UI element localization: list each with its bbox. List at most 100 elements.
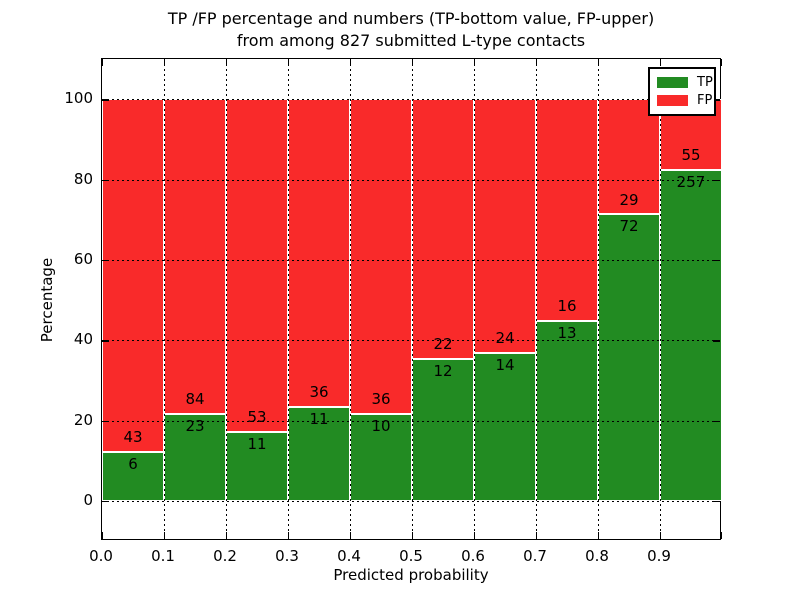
tp-count-label: 12 bbox=[433, 362, 453, 381]
bar-segment-tp bbox=[474, 352, 536, 501]
y-tick-mark-left bbox=[102, 259, 109, 262]
x-tick-mark-bottom bbox=[164, 532, 166, 539]
x-tick-mark-bottom bbox=[598, 532, 600, 539]
bar-segment-tp bbox=[660, 169, 722, 501]
x-tick-mark-top bbox=[536, 59, 538, 66]
fp-count-label: 24 bbox=[495, 328, 515, 347]
fp-count-label: 29 bbox=[619, 190, 639, 209]
bar-segment-tp bbox=[102, 451, 164, 501]
x-tick-label: 0.9 bbox=[647, 547, 671, 565]
y-tick-mark-right bbox=[713, 340, 720, 342]
x-tick-label: 0.0 bbox=[89, 547, 113, 565]
legend: TP FP bbox=[648, 67, 716, 116]
horizontal-gridline bbox=[102, 500, 720, 502]
x-tick-label: 0.1 bbox=[151, 547, 175, 565]
bar-segment-fp bbox=[350, 99, 412, 414]
bar-segment-fp bbox=[102, 99, 164, 452]
tp-count-label: 14 bbox=[495, 355, 515, 374]
fp-count-label: 55 bbox=[681, 145, 701, 164]
y-tick-label: 20 bbox=[73, 410, 93, 429]
fp-count-label: 36 bbox=[371, 389, 391, 408]
x-tick-mark-top bbox=[474, 59, 476, 66]
x-tick-mark-bottom bbox=[474, 532, 476, 539]
tp-count-label: 11 bbox=[247, 434, 267, 453]
legend-row: FP bbox=[657, 94, 712, 107]
x-tick-mark-bottom bbox=[288, 532, 290, 539]
vertical-gridline bbox=[536, 59, 537, 539]
bar-segment-tp bbox=[412, 359, 474, 501]
tp-count-label: 257 bbox=[676, 172, 706, 191]
x-tick-mark-bottom bbox=[350, 532, 352, 539]
fp-count-label: 43 bbox=[123, 427, 143, 446]
plot-area: 43 6 84 23 53 11 36 11 36 10 22 12 24 14 16 13 29 72 55 257… bbox=[101, 58, 722, 540]
vertical-gridline bbox=[660, 59, 661, 539]
bar-segment-tp bbox=[536, 320, 598, 501]
x-tick-label: 0.8 bbox=[585, 547, 609, 565]
x-tick-label: 0.2 bbox=[213, 547, 237, 565]
bar-segment-tp bbox=[598, 214, 660, 501]
tp-count-label: 11 bbox=[309, 409, 329, 428]
tp-count-label: 13 bbox=[557, 323, 577, 342]
y-tick-mark-right bbox=[713, 179, 720, 181]
vertical-gridline bbox=[164, 59, 165, 539]
x-tick-mark-top bbox=[288, 59, 290, 66]
y-tick-label: 100 bbox=[64, 89, 93, 108]
y-tick-mark-right bbox=[713, 259, 720, 262]
chart-title: TP /FP percentage and numbers (TP-bottom… bbox=[101, 8, 721, 52]
bar-segment-fp bbox=[288, 99, 350, 407]
x-tick-mark-top bbox=[226, 59, 228, 66]
bar-segment-fp bbox=[536, 99, 598, 321]
vertical-gridline bbox=[412, 59, 413, 539]
legend-label: FP bbox=[697, 93, 713, 108]
tp-count-label: 72 bbox=[619, 217, 639, 236]
fp-legend-swatch bbox=[657, 95, 688, 106]
x-tick-mark-top bbox=[102, 59, 104, 66]
bar-segment-fp bbox=[474, 99, 536, 353]
y-tick-label: 60 bbox=[73, 249, 93, 268]
tp-count-label: 23 bbox=[185, 417, 205, 436]
legend-row: TP bbox=[657, 76, 713, 89]
x-tick-label: 0.6 bbox=[461, 547, 485, 565]
x-tick-mark-bottom bbox=[102, 532, 104, 539]
x-tick-mark-top bbox=[350, 59, 352, 66]
y-axis-label: Percentage bbox=[38, 257, 56, 343]
x-tick-label: 0.7 bbox=[523, 547, 547, 565]
fp-count-label: 16 bbox=[557, 296, 577, 315]
chart-title-line2: from among 827 submitted L-type contacts bbox=[236, 31, 586, 50]
y-tick-mark-left bbox=[102, 99, 109, 101]
x-tick-mark-top bbox=[412, 59, 414, 66]
tp-count-label: 10 bbox=[371, 416, 391, 435]
y-tick-mark-right bbox=[713, 500, 720, 503]
bar-segment-fp bbox=[226, 99, 288, 432]
x-tick-label: 0.3 bbox=[275, 547, 299, 565]
fp-count-label: 36 bbox=[309, 382, 329, 401]
tp-count-label: 6 bbox=[128, 454, 138, 473]
horizontal-gridline bbox=[102, 420, 720, 422]
y-tick-label: 80 bbox=[73, 169, 93, 188]
x-tick-mark-bottom bbox=[536, 532, 538, 539]
vertical-gridline bbox=[226, 59, 227, 539]
bar-segment-fp bbox=[164, 99, 226, 415]
x-axis-label: Predicted probability bbox=[333, 566, 489, 584]
y-tick-mark-right bbox=[713, 420, 720, 422]
x-tick-mark-bottom bbox=[412, 532, 414, 539]
y-tick-mark-right bbox=[713, 99, 720, 101]
y-tick-mark-left bbox=[102, 500, 109, 503]
x-tick-mark-top bbox=[164, 59, 166, 66]
tp-legend-swatch bbox=[657, 77, 688, 88]
x-tick-mark-bottom bbox=[660, 532, 662, 539]
horizontal-gridline bbox=[102, 99, 720, 101]
y-tick-mark-left bbox=[102, 340, 109, 342]
x-tick-mark-top bbox=[720, 59, 722, 66]
legend-label: TP bbox=[697, 75, 713, 90]
y-tick-label: 0 bbox=[83, 490, 93, 509]
y-tick-mark-left bbox=[102, 420, 109, 422]
x-tick-mark-top bbox=[660, 59, 662, 66]
x-tick-mark-bottom bbox=[226, 532, 228, 539]
fp-count-label: 22 bbox=[433, 335, 453, 354]
chart-title-line1: TP /FP percentage and numbers (TP-bottom… bbox=[167, 9, 655, 28]
y-tick-mark-left bbox=[102, 179, 109, 181]
fp-count-label: 53 bbox=[247, 407, 267, 426]
horizontal-gridline bbox=[102, 179, 720, 181]
